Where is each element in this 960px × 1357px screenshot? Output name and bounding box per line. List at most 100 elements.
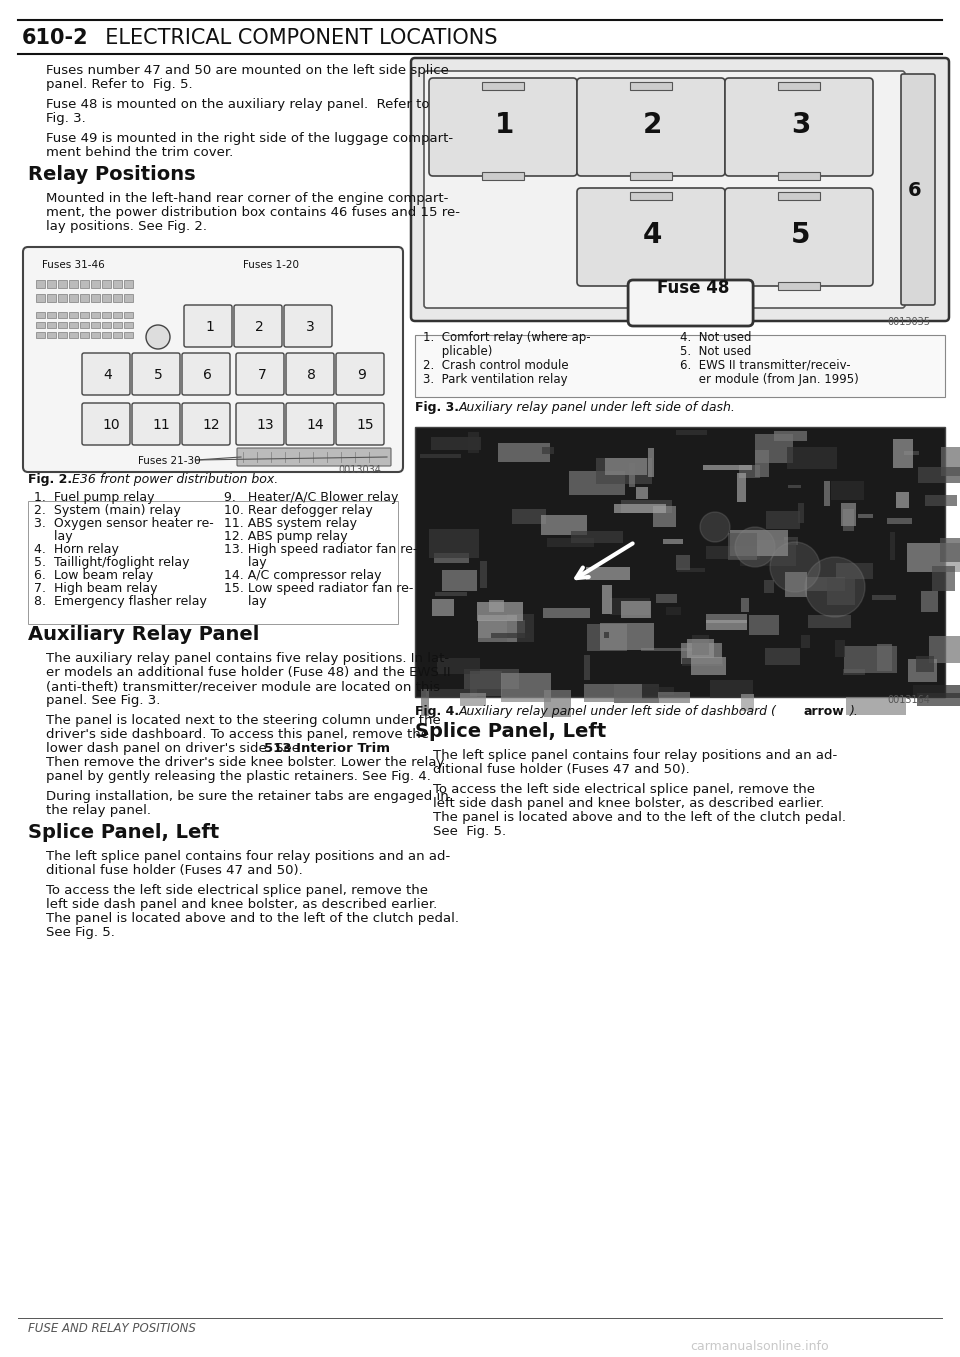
Bar: [827, 578, 855, 605]
Bar: [630, 191, 672, 199]
Bar: [844, 646, 897, 673]
Bar: [778, 191, 820, 199]
Bar: [585, 684, 641, 702]
Text: 0013164: 0013164: [887, 695, 930, 706]
Bar: [102, 280, 111, 288]
Text: 2: 2: [255, 320, 264, 334]
Bar: [58, 312, 67, 318]
Text: 8.  Emergency flasher relay: 8. Emergency flasher relay: [34, 594, 206, 608]
Text: 6: 6: [204, 368, 212, 383]
Text: 15. Low speed radiator fan re-: 15. Low speed radiator fan re-: [224, 582, 414, 594]
Bar: [571, 531, 623, 543]
Bar: [431, 437, 481, 449]
Bar: [785, 571, 807, 597]
Text: The left splice panel contains four relay positions and an ad-: The left splice panel contains four rela…: [46, 849, 450, 863]
FancyBboxPatch shape: [286, 353, 334, 395]
FancyBboxPatch shape: [725, 189, 873, 286]
Bar: [435, 592, 468, 596]
Circle shape: [146, 324, 170, 349]
Text: Auxiliary relay panel under left side of dash.: Auxiliary relay panel under left side of…: [459, 402, 736, 414]
Bar: [846, 697, 905, 715]
Text: driver's side dashboard. To access this panel, remove the: driver's side dashboard. To access this …: [46, 727, 429, 741]
Text: 4.  Horn relay: 4. Horn relay: [34, 543, 119, 556]
Text: 0013034: 0013034: [338, 465, 381, 475]
Text: er module (from Jan. 1995): er module (from Jan. 1995): [680, 373, 859, 385]
FancyBboxPatch shape: [429, 77, 577, 176]
Bar: [925, 495, 957, 506]
Text: Mounted in the left-hand rear corner of the engine compart-: Mounted in the left-hand rear corner of …: [46, 191, 448, 205]
Text: Auxiliary relay panel under left side of dashboard (: Auxiliary relay panel under left side of…: [459, 706, 777, 718]
Bar: [802, 635, 810, 647]
Bar: [676, 555, 690, 570]
Bar: [540, 514, 587, 536]
Bar: [741, 598, 749, 612]
Text: lay: lay: [34, 531, 73, 543]
Text: (anti-theft) transmitter/receiver module are located on this: (anti-theft) transmitter/receiver module…: [46, 680, 440, 693]
Text: Relay Positions: Relay Positions: [28, 166, 196, 185]
Bar: [663, 539, 684, 544]
Text: lay: lay: [224, 556, 267, 569]
Bar: [482, 81, 524, 90]
Bar: [80, 294, 89, 303]
Text: 4: 4: [643, 221, 662, 248]
Text: 6.  Low beam relay: 6. Low beam relay: [34, 569, 154, 582]
Bar: [641, 647, 694, 651]
Circle shape: [735, 527, 775, 567]
FancyBboxPatch shape: [237, 448, 391, 465]
Text: 4: 4: [104, 368, 112, 383]
FancyBboxPatch shape: [82, 353, 130, 395]
FancyBboxPatch shape: [132, 353, 180, 395]
Text: FUSE AND RELAY POSITIONS: FUSE AND RELAY POSITIONS: [28, 1322, 196, 1335]
FancyBboxPatch shape: [424, 71, 905, 308]
Bar: [739, 464, 760, 478]
Text: Fuses number 47 and 50 are mounted on the left side splice: Fuses number 47 and 50 are mounted on th…: [46, 64, 449, 77]
Bar: [907, 543, 960, 571]
FancyBboxPatch shape: [628, 280, 753, 326]
FancyBboxPatch shape: [336, 403, 384, 445]
Text: Fuse 48: Fuse 48: [657, 280, 729, 297]
Bar: [80, 312, 89, 318]
Text: the relay panel.: the relay panel.: [46, 803, 151, 817]
Text: panel by gently releasing the plastic retainers. See Fig. 4.: panel by gently releasing the plastic re…: [46, 769, 431, 783]
Text: Fuses 31-46: Fuses 31-46: [42, 261, 105, 270]
Bar: [480, 560, 487, 588]
FancyBboxPatch shape: [577, 77, 725, 176]
FancyBboxPatch shape: [23, 247, 403, 472]
Bar: [588, 624, 628, 651]
Circle shape: [805, 556, 865, 617]
Bar: [80, 280, 89, 288]
Text: See Fig. 5.: See Fig. 5.: [46, 925, 115, 939]
Bar: [887, 518, 912, 524]
Bar: [437, 658, 480, 674]
Bar: [28, 501, 398, 624]
Text: 6.  EWS II transmitter/receiv-: 6. EWS II transmitter/receiv-: [680, 360, 851, 372]
Text: 1.  Fuel pump relay: 1. Fuel pump relay: [34, 491, 155, 503]
Bar: [610, 597, 650, 615]
Bar: [36, 322, 45, 328]
Bar: [921, 590, 938, 612]
Bar: [69, 322, 78, 328]
Text: 5.  Taillight/foglight relay: 5. Taillight/foglight relay: [34, 556, 189, 569]
Bar: [676, 430, 707, 434]
Bar: [58, 294, 67, 303]
Bar: [36, 294, 45, 303]
Bar: [730, 529, 788, 555]
Bar: [69, 332, 78, 338]
Text: E36 front power distribution box.: E36 front power distribution box.: [72, 474, 278, 486]
Text: ment behind the trim cover.: ment behind the trim cover.: [46, 147, 233, 159]
Text: 11. ABS system relay: 11. ABS system relay: [224, 517, 357, 531]
Text: arrow: arrow: [803, 706, 844, 718]
Bar: [807, 615, 852, 628]
Bar: [857, 513, 873, 518]
Text: The panel is located above and to the left of the clutch pedal.: The panel is located above and to the le…: [46, 912, 459, 925]
Bar: [468, 432, 479, 453]
FancyBboxPatch shape: [725, 77, 873, 176]
Bar: [741, 695, 754, 711]
Bar: [629, 463, 636, 487]
Bar: [681, 643, 722, 665]
Text: 9: 9: [357, 368, 367, 383]
Bar: [897, 491, 909, 508]
Text: 5: 5: [791, 221, 810, 248]
Text: Fig. 4.: Fig. 4.: [415, 706, 459, 718]
Text: ditional fuse holder (Fuses 47 and 50).: ditional fuse holder (Fuses 47 and 50).: [46, 864, 302, 877]
